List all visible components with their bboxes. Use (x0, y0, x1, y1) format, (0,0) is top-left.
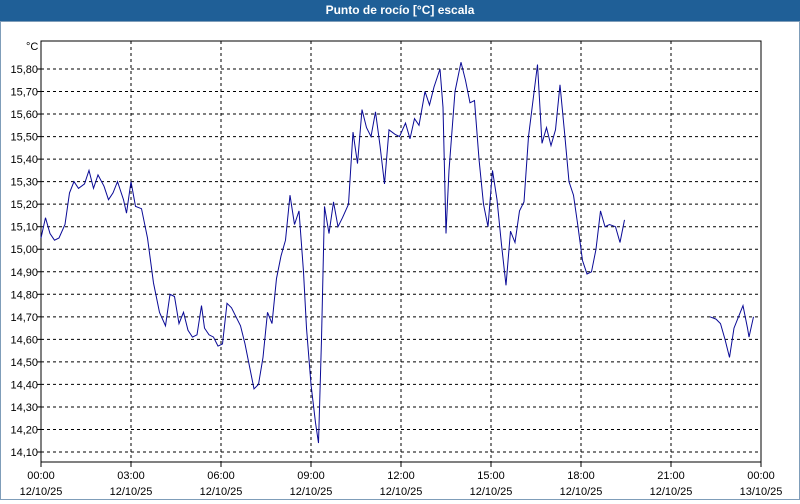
y-tick-label: 14,40 (10, 379, 38, 391)
y-tick-label: 15,70 (10, 87, 38, 99)
y-tick-label: 15,40 (10, 154, 38, 166)
y-tick-label: 15,30 (10, 177, 38, 189)
x-tick-date-label: 12/10/25 (380, 486, 423, 498)
y-axis-ticks: 14,10 14,20 14,30 14,40 14,50 14,60 14,70 14,80… (10, 64, 41, 459)
x-tick-date-label: 12/10/25 (650, 486, 693, 498)
x-tick-date-label: 12/10/25 (290, 486, 333, 498)
y-tick-label: 15,50 (10, 132, 38, 144)
y-tick-label: 15,80 (10, 64, 38, 76)
y-tick-label: 14,30 (10, 402, 38, 414)
x-tick-time-label: 00:00 (747, 470, 775, 482)
x-tick-time-label: 21:00 (657, 470, 685, 482)
x-tick-time-label: 18:00 (567, 470, 595, 482)
y-tick-label: 14,50 (10, 357, 38, 369)
x-tick-date-label: 13/10/25 (740, 486, 783, 498)
x-tick-date-label: 12/10/25 (200, 486, 243, 498)
x-axis-ticks: 00:00 12/10/25 03:00 12/10/25 06:00 12/10/25 0… (20, 462, 783, 498)
y-axis-unit-label: °C (26, 41, 38, 53)
series-line (709, 303, 754, 358)
x-tick-time-label: 06:00 (207, 470, 235, 482)
y-tick-label: 14,80 (10, 289, 38, 301)
plot-area-border (40, 40, 762, 463)
chart-frame: 14,10 14,20 14,30 14,40 14,50 14,60 14,70 14,80… (0, 21, 800, 500)
y-tick-label: 14,60 (10, 334, 38, 346)
x-tick-time-label: 03:00 (117, 470, 145, 482)
series-group (40, 62, 754, 444)
dew-point-chart: 14,10 14,20 14,30 14,40 14,50 14,60 14,70 14,80… (10, 40, 783, 498)
x-tick-time-label: 12:00 (387, 470, 415, 482)
x-tick-time-label: 09:00 (297, 470, 325, 482)
x-tick-date-label: 12/10/25 (560, 486, 603, 498)
y-tick-label: 14,10 (10, 447, 38, 459)
grid (41, 41, 761, 462)
x-tick-date-label: 12/10/25 (20, 486, 63, 498)
chart-title: Punto de rocío [°C] escala (0, 0, 800, 21)
y-tick-label: 15,20 (10, 199, 38, 211)
x-tick-date-label: 12/10/25 (110, 486, 153, 498)
y-tick-label: 14,20 (10, 424, 38, 436)
series-line (40, 62, 625, 444)
x-tick-date-label: 12/10/25 (470, 486, 513, 498)
y-tick-label: 14,70 (10, 312, 38, 324)
y-tick-label: 15,10 (10, 222, 38, 234)
x-tick-time-label: 00:00 (27, 470, 55, 482)
y-tick-label: 14,90 (10, 267, 38, 279)
x-tick-time-label: 15:00 (477, 470, 505, 482)
y-tick-label: 15,00 (10, 244, 38, 256)
y-tick-label: 15,60 (10, 109, 38, 121)
